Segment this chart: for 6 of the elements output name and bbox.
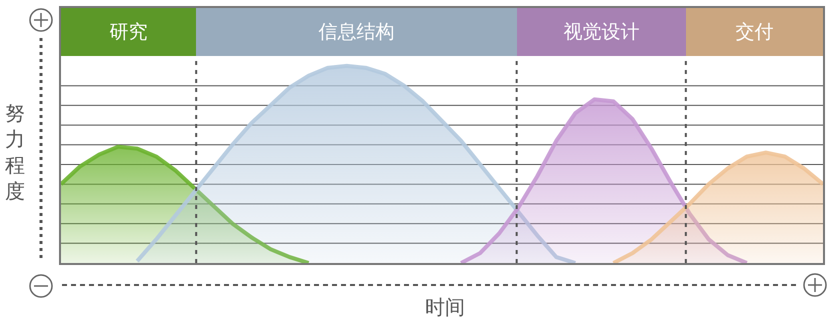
text: 交付 [686,8,823,56]
x-axis-title: 时间 [424,294,466,321]
text: 研究 [61,8,196,56]
text: 视觉设计 [516,8,686,56]
series-label: 信息结构 [196,8,517,56]
y-axis-title: 努力程度 [4,100,26,204]
